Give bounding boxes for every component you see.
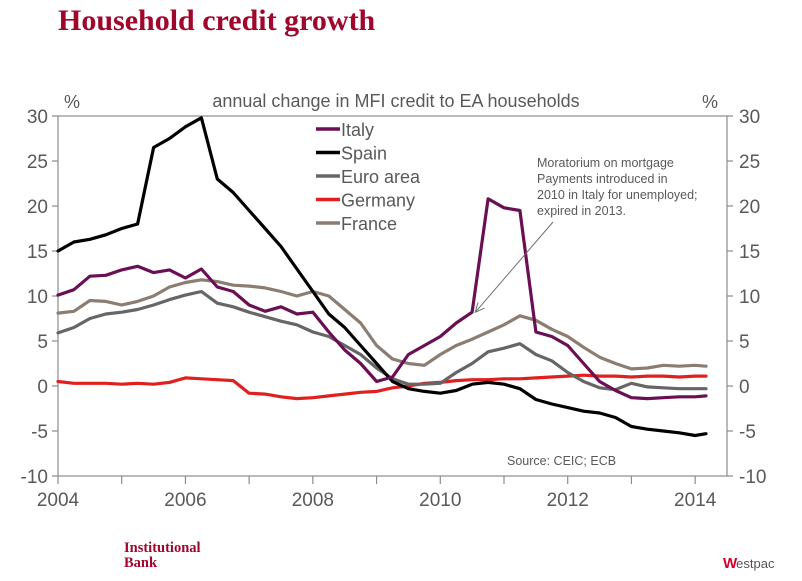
y-tick-label-right: -5 <box>739 422 756 443</box>
legend-label: Spain <box>341 144 387 164</box>
y-tick-label-right: 10 <box>739 287 760 308</box>
page-title: Household credit growth <box>58 4 376 37</box>
y-tick-label-left: -5 <box>31 422 48 443</box>
institutional-bank-logo: Institutional Bank <box>124 541 201 571</box>
westpac-wordmark: estpac <box>736 556 775 571</box>
x-tick-label: 2008 <box>292 490 334 511</box>
y-tick-label-right: 5 <box>739 332 750 353</box>
y-tick-label-right: 20 <box>739 197 760 218</box>
westpac-logo: Westpac <box>723 555 774 572</box>
series-lines <box>56 116 708 438</box>
annotation-arrowhead <box>474 302 485 314</box>
y-axis-unit-left: % <box>64 92 80 112</box>
y-tick-label-right: 30 <box>739 107 760 128</box>
logo-line-2: Bank <box>124 555 158 571</box>
y-tick-label-left: 25 <box>27 152 48 173</box>
x-tick-label: 2014 <box>674 490 717 511</box>
y-tick-label-left: 15 <box>27 242 48 263</box>
y-tick-label-right: -10 <box>739 467 766 488</box>
y-tick-label-right: 25 <box>739 152 760 173</box>
legend-label: Italy <box>341 120 374 140</box>
y-tick-label-right: 0 <box>739 377 750 398</box>
y-tick-label-left: 5 <box>37 332 48 353</box>
series-line-spain <box>56 116 708 438</box>
logo-line-1: Institutional <box>124 540 201 556</box>
y-axis-right: 30 25 20 15 10 5 0 -5 -10 <box>727 107 766 488</box>
y-axis-unit-right: % <box>702 92 718 112</box>
series-line-germany <box>56 373 708 401</box>
y-tick-label-left: 30 <box>27 107 48 128</box>
x-tick-label: 2006 <box>164 490 206 511</box>
chart-subtitle: annual change in MFI credit to EA househ… <box>212 91 579 111</box>
annotation-line-2: Payments introduced in <box>537 172 668 186</box>
annotation-line-3: 2010 in Italy for unemployed; <box>537 188 698 202</box>
annotation-arrow <box>474 221 554 313</box>
annotation-line-4: expired in 2013. <box>537 204 626 218</box>
westpac-w-mark-icon: W <box>723 555 737 572</box>
y-tick-label-left: 20 <box>27 197 48 218</box>
legend-label: Germany <box>341 191 415 211</box>
y-tick-label-left: 0 <box>37 377 48 398</box>
y-axis-left: 30 25 20 15 10 5 0 -5 -10 <box>21 107 58 488</box>
x-axis: 2004 2006 2008 2010 2012 2014 <box>37 476 717 511</box>
legend-label: Euro area <box>341 167 421 187</box>
series-line-france <box>56 278 708 371</box>
source-note: Source: CEIC; ECB <box>507 454 616 468</box>
annotation: Moratorium on mortgage Payments introduc… <box>474 156 698 314</box>
y-tick-label-left: 10 <box>27 287 48 308</box>
series-line-italy <box>56 197 708 401</box>
y-tick-label-left: -10 <box>21 467 48 488</box>
y-tick-label-right: 15 <box>739 242 760 263</box>
legend: Italy Spain Euro area Germany France <box>316 120 421 234</box>
x-tick-label: 2004 <box>37 490 80 511</box>
legend-label: France <box>341 214 397 234</box>
x-tick-label: 2010 <box>419 490 461 511</box>
x-tick-label: 2012 <box>547 490 589 511</box>
annotation-line-1: Moratorium on mortgage <box>537 156 674 170</box>
